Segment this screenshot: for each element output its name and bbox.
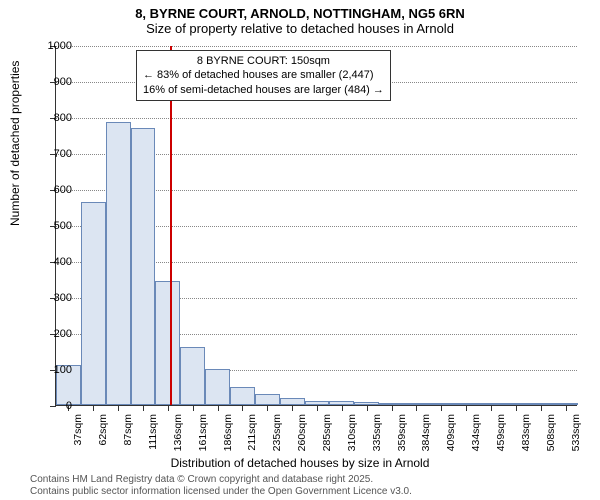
grid-line [56,118,577,119]
x-tick-label: 533sqm [570,414,582,451]
y-tick-label: 900 [42,76,72,88]
x-tick-label: 186sqm [222,414,234,451]
histogram-bar [280,398,305,405]
y-tick-label: 600 [42,184,72,196]
histogram-bar [106,122,131,405]
x-tick [566,405,567,411]
x-tick [218,405,219,411]
histogram-bar [255,394,280,405]
chart-area: 37sqm62sqm87sqm111sqm136sqm161sqm186sqm2… [55,46,577,406]
x-tick-label: 359sqm [396,414,408,451]
y-tick-label: 0 [42,400,72,412]
annotation-box: 8 BYRNE COURT: 150sqm← 83% of detached h… [136,50,391,101]
annotation-line3: 16% of semi-detached houses are larger (… [143,83,384,97]
x-tick [292,405,293,411]
x-tick [242,405,243,411]
y-tick-label: 100 [42,364,72,376]
x-tick [143,405,144,411]
x-tick [168,405,169,411]
y-tick-label: 500 [42,220,72,232]
x-tick-label: 235sqm [271,414,283,451]
x-tick [491,405,492,411]
annotation-line1: 8 BYRNE COURT: 150sqm [143,54,384,68]
x-tick-label: 384sqm [420,414,432,451]
x-tick-label: 136sqm [172,414,184,451]
y-tick-label: 300 [42,292,72,304]
y-tick-label: 1000 [42,40,72,52]
x-tick [342,405,343,411]
x-tick [541,405,542,411]
x-tick-label: 434sqm [470,414,482,451]
footer-attribution: Contains HM Land Registry data © Crown c… [30,474,412,498]
x-tick [466,405,467,411]
x-tick [267,405,268,411]
x-tick [118,405,119,411]
chart-title-sub: Size of property relative to detached ho… [0,21,600,36]
x-tick [193,405,194,411]
x-tick-label: 37sqm [72,414,84,446]
x-tick-label: 211sqm [246,414,258,451]
histogram-bar [180,347,205,405]
y-axis-title: Number of detached properties [8,61,22,226]
x-tick-label: 260sqm [296,414,308,451]
x-axis-title: Distribution of detached houses by size … [0,456,600,470]
x-tick-label: 310sqm [346,414,358,451]
x-tick-label: 111sqm [147,414,159,450]
x-tick-label: 62sqm [97,414,109,446]
footer-line1: Contains HM Land Registry data © Crown c… [30,474,412,486]
x-tick [441,405,442,411]
grid-line [56,46,577,47]
annotation-line2: ← 83% of detached houses are smaller (2,… [143,68,384,82]
x-tick-label: 161sqm [197,414,209,451]
x-tick [317,405,318,411]
y-tick-label: 700 [42,148,72,160]
histogram-bar [155,281,180,405]
x-tick [367,405,368,411]
x-tick [516,405,517,411]
x-tick-label: 335sqm [371,414,383,451]
x-tick [392,405,393,411]
histogram-bar [81,202,106,405]
histogram-bar [131,128,156,405]
x-tick-label: 459sqm [495,414,507,451]
y-tick-label: 800 [42,112,72,124]
x-tick [416,405,417,411]
plot-region: 37sqm62sqm87sqm111sqm136sqm161sqm186sqm2… [55,46,577,406]
x-tick-label: 87sqm [122,414,134,446]
y-tick-label: 400 [42,256,72,268]
histogram-bar [205,369,230,405]
x-tick-label: 483sqm [520,414,532,451]
x-tick-label: 409sqm [445,414,457,451]
footer-line2: Contains public sector information licen… [30,486,412,498]
x-tick-label: 508sqm [545,414,557,451]
chart-container: 8, BYRNE COURT, ARNOLD, NOTTINGHAM, NG5 … [0,0,600,500]
y-tick-label: 200 [42,328,72,340]
histogram-bar [230,387,255,405]
x-tick-label: 285sqm [321,414,333,451]
x-tick [93,405,94,411]
chart-title-main: 8, BYRNE COURT, ARNOLD, NOTTINGHAM, NG5 … [0,0,600,21]
